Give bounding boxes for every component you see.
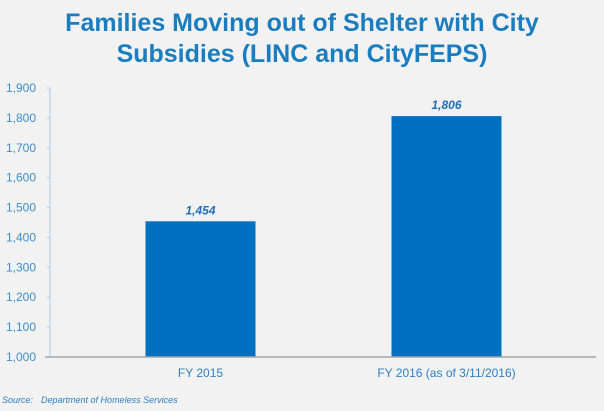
source-note: Source: Department of Homeless Services [2,395,178,405]
bars: 1,454 1,806 [145,98,502,358]
y-tick-label: 1,300 [6,260,36,274]
y-tick-label: 1,400 [6,230,36,244]
y-tick-label: 1,000 [6,350,36,364]
y-tick-label: 1,200 [6,290,36,304]
data-label: 1,454 [185,203,215,217]
bar [391,116,502,358]
y-axis: 1,000 1,100 1,200 1,300 1,400 1,500 1,600 1,700… [6,81,51,364]
x-tick-label: FY 2016 (as of 3/11/2016) [377,366,515,380]
y-tick-label: 1,700 [6,141,36,155]
source-text: Department of Homeless Services [41,395,178,405]
y-tick-label: 1,600 [6,171,36,185]
chart-title: Families Moving out of Shelter with City… [0,8,604,70]
chart-title-line-1: Families Moving out of Shelter with City [65,9,539,37]
y-tick-label: 1,800 [6,111,36,125]
source-label: Source: [2,395,34,405]
chart-title-line-2: Subsidies (LINC and CityFEPS) [116,40,488,68]
x-axis: FY 2015 FY 2016 (as of 3/11/2016) [45,356,596,380]
data-label: 1,806 [431,98,461,112]
y-tick-label: 1,500 [6,201,36,215]
y-tick-label: 1,900 [6,81,36,95]
y-tick-label: 1,100 [6,320,36,334]
bar [145,221,256,357]
x-tick-label: FY 2015 [178,366,223,380]
